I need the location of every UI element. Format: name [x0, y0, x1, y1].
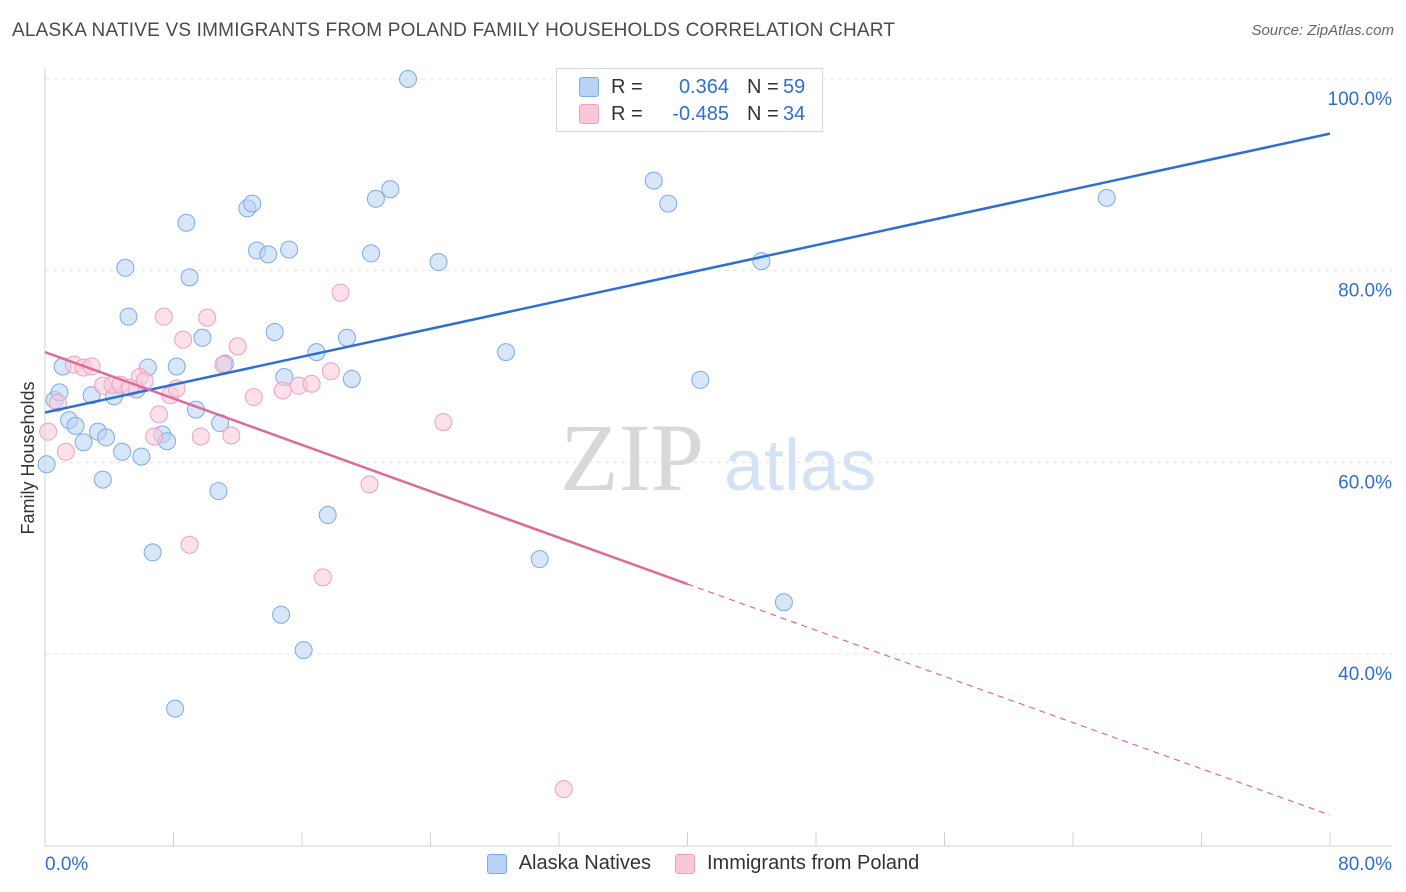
y-tick-label: 60.0%	[1338, 472, 1392, 493]
point-alaska-natives	[143, 543, 162, 562]
x-tick-label: 0.0%	[45, 854, 88, 875]
legend-r-value: -0.485	[672, 102, 729, 125]
legend-row-poland: R = -0.485 N = 34	[579, 101, 805, 127]
y-tick-label: 100.0%	[1328, 89, 1393, 110]
point-alaska-natives	[193, 328, 212, 347]
source-label: Source: ZipAtlas.com	[1251, 22, 1394, 39]
point-alaska-natives	[93, 470, 112, 489]
point-alaska-natives	[180, 268, 199, 287]
point-alaska-natives	[294, 641, 313, 660]
point-immigrants-poland	[228, 337, 247, 356]
point-alaska-natives	[116, 258, 135, 277]
point-alaska-natives	[1097, 188, 1116, 207]
point-alaska-natives	[243, 194, 262, 213]
watermark: ZIP atlas	[560, 404, 876, 511]
point-alaska-natives	[774, 593, 793, 612]
correlation-legend: R = 0.364 N = 59 R = -0.485 N = 34	[556, 68, 823, 132]
tick-labels: 40.0% 60.0% 80.0% 100.0% 0.0% 80.0%	[45, 89, 1392, 875]
point-immigrants-poland	[360, 475, 379, 494]
legend-swatch-blue	[486, 853, 507, 874]
point-alaska-natives	[37, 455, 56, 474]
point-alaska-natives	[259, 245, 278, 264]
y-tick-label: 80.0%	[1338, 281, 1392, 302]
point-immigrants-poland	[56, 442, 75, 461]
legend-swatch-pink	[579, 104, 599, 124]
legend-item-immigrants-poland[interactable]: Immigrants from Poland	[674, 852, 920, 875]
point-alaska-natives	[119, 307, 138, 326]
point-immigrants-poland	[180, 535, 199, 554]
trend-line-immigrants-poland	[44, 350, 688, 586]
trend-line-alaska-natives	[44, 132, 1331, 414]
legend-n-value: 59	[783, 75, 806, 98]
point-alaska-natives	[97, 428, 116, 447]
watermark-zip: ZIP	[560, 404, 704, 511]
point-alaska-natives	[167, 357, 186, 376]
point-alaska-natives	[342, 369, 361, 388]
legend-label: Alaska Natives	[518, 852, 651, 874]
point-immigrants-poland	[145, 427, 164, 446]
point-immigrants-poland	[174, 330, 193, 349]
point-immigrants-poland	[154, 307, 173, 326]
legend-item-alaska-natives[interactable]: Alaska Natives	[486, 852, 651, 875]
y-tick-label: 40.0%	[1338, 664, 1392, 685]
point-alaska-natives	[381, 180, 400, 199]
point-immigrants-poland	[150, 405, 169, 424]
point-alaska-natives	[366, 189, 385, 208]
legend-row-alaska: R = 0.364 N = 59	[579, 74, 805, 100]
series-legend: Alaska Natives Immigrants from Poland	[0, 852, 1406, 875]
point-alaska-natives	[337, 328, 356, 347]
point-immigrants-poland	[39, 422, 58, 441]
x-tick-label: 80.0%	[1338, 854, 1392, 875]
point-immigrants-poland	[331, 283, 350, 302]
point-alaska-natives	[496, 343, 515, 362]
point-immigrants-poland	[191, 427, 210, 446]
point-alaska-natives	[66, 416, 85, 435]
point-alaska-natives	[691, 370, 710, 389]
point-immigrants-poland	[222, 426, 241, 445]
point-alaska-natives	[272, 605, 291, 624]
point-alaska-natives	[530, 550, 549, 569]
trend-lines	[44, 132, 1331, 816]
point-alaska-natives	[318, 506, 337, 525]
watermark-atlas: atlas	[724, 426, 876, 506]
y-axis-label: Family Households	[18, 381, 38, 534]
point-alaska-natives	[166, 699, 185, 718]
point-alaska-natives	[113, 442, 132, 461]
point-immigrants-poland	[313, 568, 332, 587]
point-immigrants-poland	[214, 355, 233, 374]
point-immigrants-poland	[302, 374, 321, 393]
point-immigrants-poland	[273, 381, 292, 400]
legend-n-value: 34	[783, 102, 806, 125]
point-alaska-natives	[429, 253, 448, 272]
point-immigrants-poland	[244, 388, 263, 407]
point-alaska-natives	[74, 433, 93, 452]
legend-n-label: N =	[747, 102, 779, 125]
point-immigrants-poland	[321, 362, 340, 381]
point-alaska-natives	[644, 171, 663, 190]
point-immigrants-poland	[198, 308, 217, 327]
data-points	[37, 70, 1116, 799]
point-alaska-natives	[177, 213, 196, 232]
point-alaska-natives	[280, 240, 299, 259]
legend-r-label: R =	[611, 102, 643, 125]
point-immigrants-poland	[434, 413, 453, 432]
point-alaska-natives	[209, 482, 228, 501]
chart-title: ALASKA NATIVE VS IMMIGRANTS FROM POLAND …	[12, 20, 896, 41]
legend-r-value: 0.364	[678, 75, 729, 98]
trend-line-immigrants-poland-extrapolated	[687, 583, 1331, 816]
point-immigrants-poland	[48, 393, 67, 412]
legend-n-label: N =	[747, 75, 779, 98]
legend-swatch-pink	[674, 853, 695, 874]
axes	[44, 68, 1392, 847]
legend-label: Immigrants from Poland	[706, 852, 920, 874]
point-alaska-natives	[265, 323, 284, 341]
point-alaska-natives	[362, 244, 381, 263]
point-immigrants-poland	[554, 780, 573, 799]
point-alaska-natives	[132, 447, 151, 466]
legend-r-label: R =	[611, 75, 643, 98]
point-alaska-natives	[399, 70, 418, 88]
legend-swatch-blue	[579, 77, 599, 97]
point-alaska-natives	[659, 194, 678, 213]
